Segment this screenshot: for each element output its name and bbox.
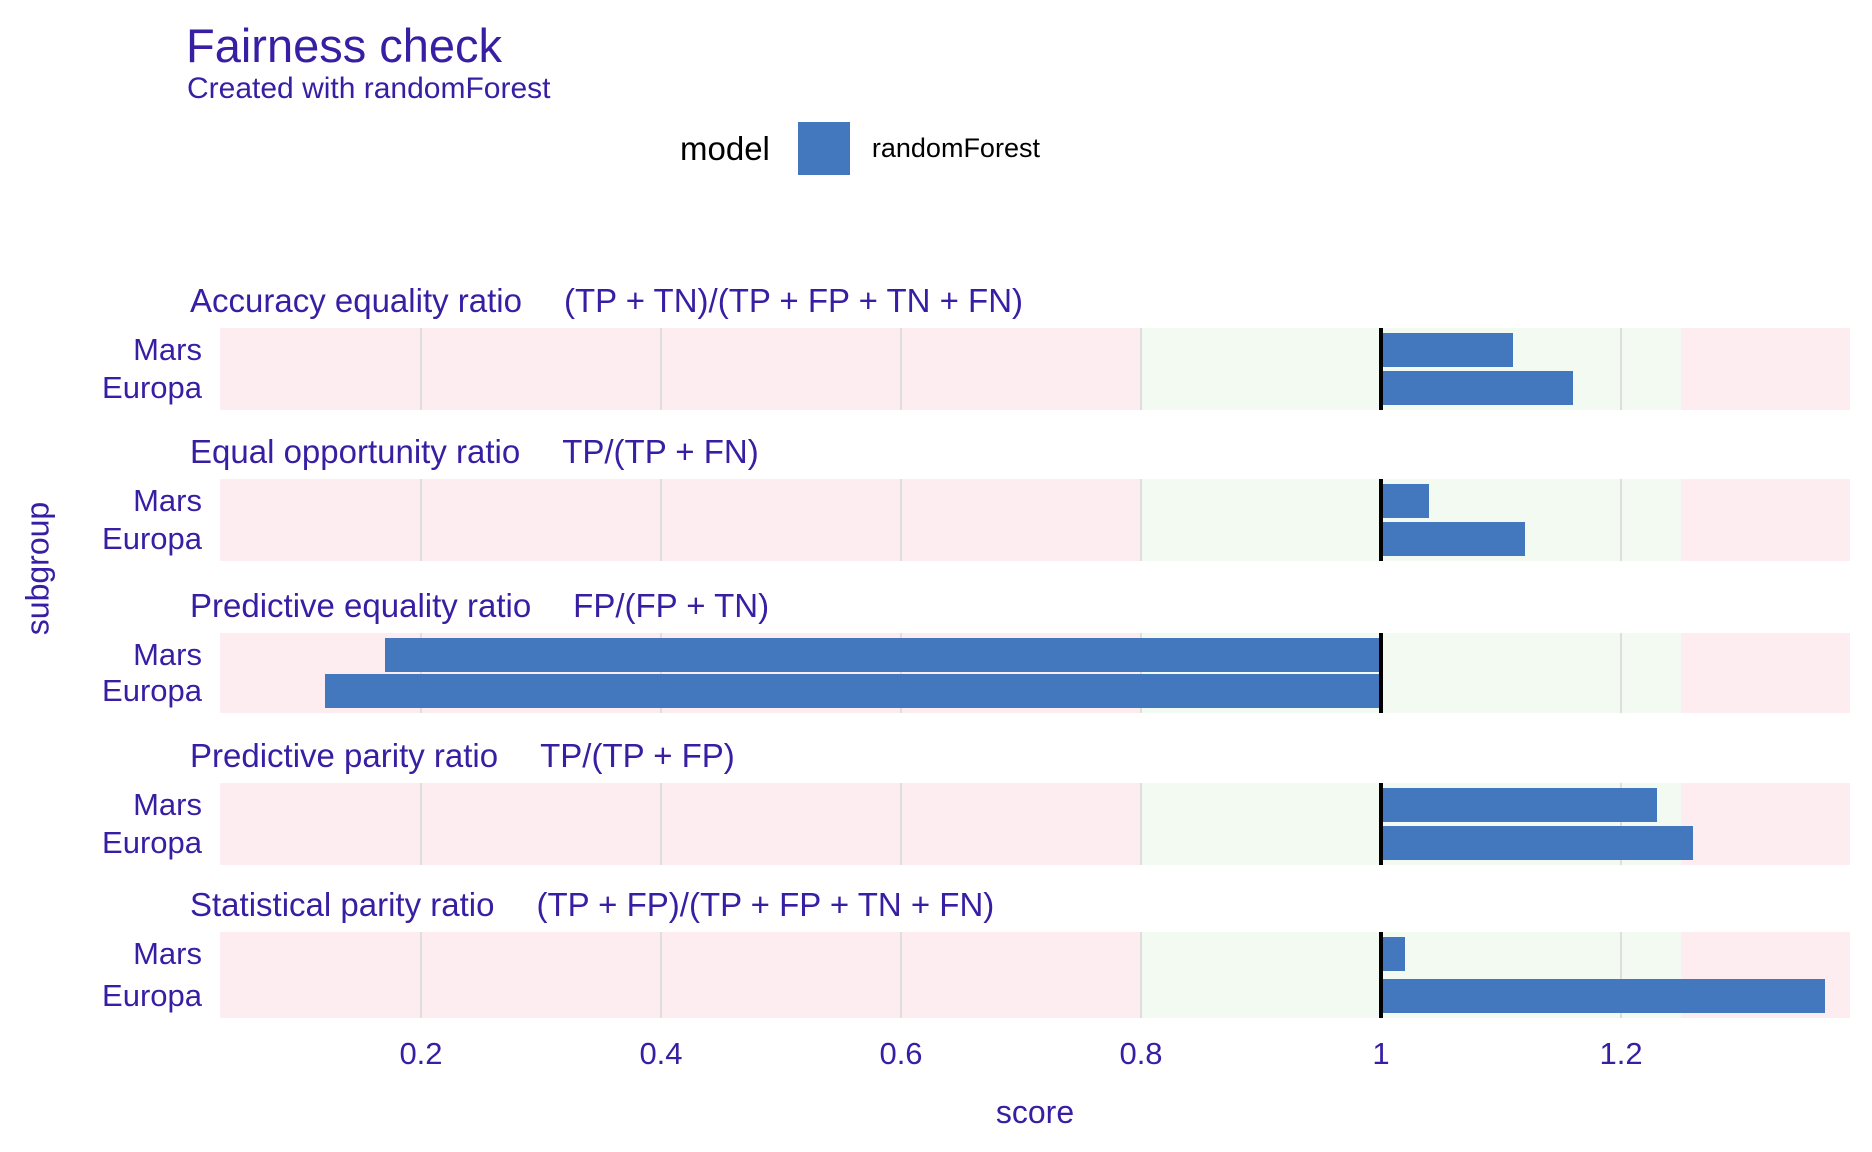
facet-panel [220, 479, 1850, 561]
x-tick-label: 0.8 [1119, 1036, 1163, 1071]
x-tick-label: 1 [1372, 1036, 1390, 1071]
subgroup-label-mars: Mars [133, 483, 202, 518]
gridline [900, 932, 903, 1018]
gridline [420, 783, 422, 865]
score-bar-europa [1381, 371, 1574, 405]
reference-line [1379, 633, 1384, 713]
reference-line [1379, 783, 1384, 865]
subgroup-label-mars: Mars [133, 637, 202, 672]
score-bar-mars [1381, 484, 1430, 518]
gridline [1140, 783, 1143, 865]
gridline [1140, 932, 1143, 1018]
gridline [1620, 633, 1623, 713]
score-bar-mars [385, 638, 1382, 672]
subgroup-label-europa: Europa [102, 521, 202, 556]
facet-panel [220, 932, 1850, 1018]
gridline [900, 783, 903, 865]
metric-name: Statistical parity ratio [190, 886, 495, 923]
metric-name: Predictive parity ratio [190, 737, 499, 774]
score-bar-europa [1381, 522, 1526, 556]
gridline [660, 633, 662, 713]
legend-color-swatch [797, 122, 850, 175]
reference-line [1379, 932, 1384, 1018]
page-title: Fairness check [186, 19, 503, 72]
facet-strip-title: Predictive parity ratio TP/(TP + FP) [190, 737, 735, 779]
gridline [1620, 783, 1623, 865]
metric-name: Accuracy equality ratio [190, 282, 522, 319]
x-tick-label: 0.2 [399, 1036, 443, 1071]
score-bar-mars [1381, 333, 1514, 367]
x-tick-label: 0.6 [879, 1036, 923, 1071]
gridline [420, 633, 422, 713]
facet-panel [220, 783, 1850, 865]
score-bar-europa [1381, 979, 1826, 1013]
page-subtitle: Created with randomForest [187, 72, 551, 105]
facet-strip-title: Statistical parity ratio (TP + FP)/(TP + … [190, 886, 994, 928]
subgroup-label-europa: Europa [102, 978, 202, 1013]
subgroup-label-europa: Europa [102, 370, 202, 405]
metric-formula: TP/(TP + FN) [562, 433, 759, 470]
gridline [900, 328, 903, 410]
gridline [1620, 328, 1623, 410]
subgroup-label-mars: Mars [133, 332, 202, 367]
facet-panel [220, 633, 1850, 713]
gridline [660, 328, 662, 410]
gridline [1140, 328, 1143, 410]
reference-line [1379, 479, 1384, 561]
x-tick-label: 1.2 [1599, 1036, 1643, 1071]
gridline [900, 479, 903, 561]
facet-strip-title: Predictive equality ratio FP/(FP + TN) [190, 587, 769, 629]
legend-item-label: randomForest [871, 133, 1040, 163]
metric-formula: FP/(FP + TN) [573, 587, 770, 624]
gridline [420, 328, 422, 410]
score-bar-europa [1381, 826, 1694, 860]
reference-line [1379, 328, 1384, 410]
gridline [1620, 932, 1623, 1018]
gridline [660, 783, 662, 865]
subgroup-label-mars: Mars [133, 787, 202, 822]
metric-name: Equal opportunity ratio [190, 433, 521, 470]
gridline [900, 633, 903, 713]
facet-panel [220, 328, 1850, 410]
facet-strip-title: Equal opportunity ratio TP/(TP + FN) [190, 433, 759, 475]
gridline [1140, 633, 1143, 713]
legend: model randomForest [680, 122, 1040, 175]
score-bar-mars [1381, 788, 1658, 822]
gridline [420, 479, 422, 561]
subgroup-label-europa: Europa [102, 825, 202, 860]
subgroup-label-europa: Europa [102, 673, 202, 708]
x-tick-label: 0.4 [639, 1036, 683, 1071]
x-axis-title: score [995, 1094, 1075, 1130]
gridline [420, 932, 422, 1018]
score-bar-mars [1381, 937, 1406, 971]
score-bar-europa [325, 674, 1382, 708]
legend-title: model [680, 129, 770, 167]
metric-formula: (TP + TN)/(TP + FP + TN + FN) [563, 282, 1024, 319]
metric-formula: (TP + FP)/(TP + FP + TN + FN) [536, 886, 995, 923]
metric-formula: TP/(TP + FP) [540, 737, 735, 774]
gridline [660, 932, 662, 1018]
facet-strip-title: Accuracy equality ratio (TP + TN)/(TP + F… [190, 282, 1023, 324]
subgroup-label-mars: Mars [133, 936, 202, 971]
metric-name: Predictive equality ratio [190, 587, 532, 624]
gridline [1620, 479, 1623, 561]
gridline [660, 479, 662, 561]
gridline [1140, 479, 1143, 561]
